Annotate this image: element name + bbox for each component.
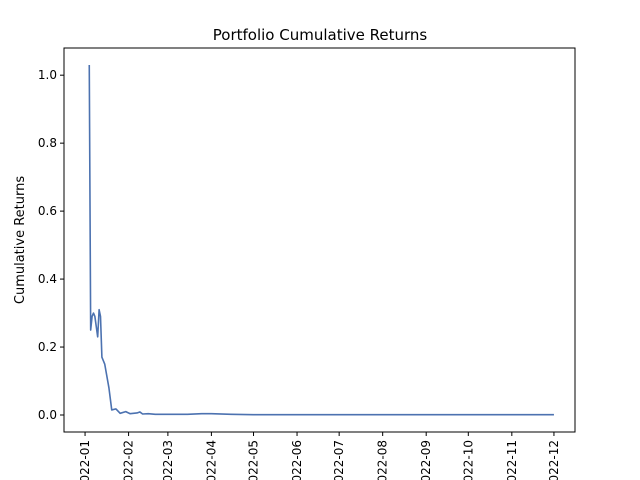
x-tick-label: 2022-01 <box>78 440 92 480</box>
y-tick-label: 0.8 <box>38 136 57 150</box>
x-axis: 2022-01 2022-02 2022-03 2022-04 2022-05 2022-… <box>78 432 561 480</box>
x-tick-label: 2022-11 <box>505 440 519 480</box>
y-tick-label: 1.0 <box>38 68 57 82</box>
x-tick-label: 2022-07 <box>332 440 346 480</box>
y-axis: 0.0 0.2 0.4 0.6 0.8 1.0 <box>38 68 64 422</box>
x-tick-label: 2022-10 <box>461 440 475 480</box>
x-tick-label: 2022-03 <box>161 440 175 480</box>
chart-title: Portfolio Cumulative Returns <box>213 26 428 44</box>
plot-frame <box>63 47 576 433</box>
series-line <box>88 64 554 416</box>
y-tick-label: 0.6 <box>38 204 57 218</box>
x-tick-label: 2022-05 <box>247 440 261 480</box>
y-axis-label: Cumulative Returns <box>13 176 28 304</box>
x-tick-label: 2022-12 <box>547 440 561 480</box>
x-tick-label: 2022-08 <box>376 440 390 480</box>
y-tick-label: 0.0 <box>38 408 57 422</box>
y-tick-label: 0.4 <box>38 272 57 286</box>
x-tick-label: 2022-09 <box>419 440 433 480</box>
x-tick-label: 2022-06 <box>290 440 304 480</box>
y-tick-label: 0.2 <box>38 340 57 354</box>
x-tick-label: 2022-02 <box>122 440 136 480</box>
series-lines <box>88 64 554 416</box>
x-tick-label: 2022-04 <box>204 440 218 480</box>
